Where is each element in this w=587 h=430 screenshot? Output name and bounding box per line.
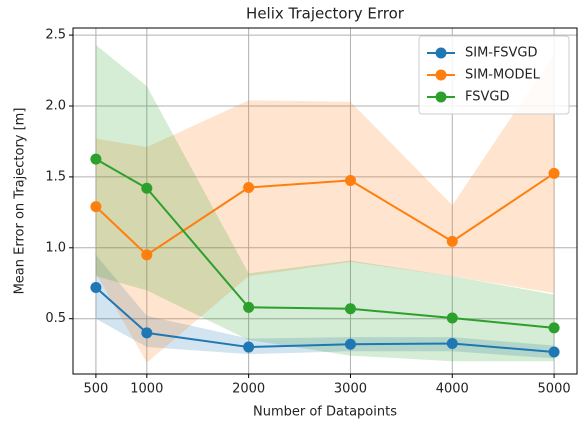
x-tick-label: 2000	[232, 382, 265, 397]
x-tick-label: 500	[83, 382, 108, 397]
y-tick-label: 2.5	[45, 28, 66, 43]
x-tick-label: 1000	[130, 382, 163, 397]
legend-marker	[435, 69, 447, 81]
series-line	[95, 158, 555, 329]
legend-marker	[435, 91, 447, 103]
series-line	[95, 172, 555, 257]
data-point	[344, 338, 356, 350]
legend-label: FSVGD	[465, 90, 509, 105]
x-tick-label: 3000	[334, 382, 367, 397]
legend: SIM-FSVGD SIM-MODEL FSVGD	[418, 35, 570, 115]
data-point	[243, 301, 255, 313]
y-tick-label: 2.0	[45, 98, 66, 113]
error-band	[95, 45, 555, 362]
x-tick-label: 4000	[436, 382, 469, 397]
y-tick-label: 0.5	[45, 311, 66, 326]
data-point	[243, 182, 255, 194]
error-band	[95, 254, 555, 359]
y-tick-label: 1.5	[45, 169, 66, 184]
legend-box	[418, 35, 570, 115]
legend-label: SIM-FSVGD	[465, 46, 537, 61]
data-point	[548, 346, 560, 358]
data-point	[548, 322, 560, 334]
data-point	[90, 201, 102, 213]
legend-label: SIM-MODEL	[465, 68, 541, 83]
series-line	[95, 286, 555, 354]
data-point	[141, 182, 153, 194]
data-point	[344, 303, 356, 315]
x-tick-label: 5000	[538, 382, 571, 397]
x-axis-label: Number of Datapoints	[253, 405, 397, 420]
data-point	[446, 338, 458, 350]
data-point	[90, 282, 102, 293]
data-point	[141, 327, 153, 339]
y-axis-label: Mean Error on Trajectory [m]	[13, 108, 28, 295]
data-point	[90, 153, 102, 165]
data-point	[243, 341, 255, 353]
data-point	[344, 174, 356, 186]
data-point	[141, 249, 153, 261]
error-band	[95, 53, 555, 363]
data-point	[548, 167, 560, 179]
legend-marker	[435, 47, 447, 59]
chart-title: Helix Trajectory Error	[246, 5, 405, 23]
data-point	[446, 312, 458, 324]
y-tick-label: 1.0	[45, 240, 66, 255]
data-point	[446, 235, 458, 247]
plot-frame	[72, 27, 578, 375]
